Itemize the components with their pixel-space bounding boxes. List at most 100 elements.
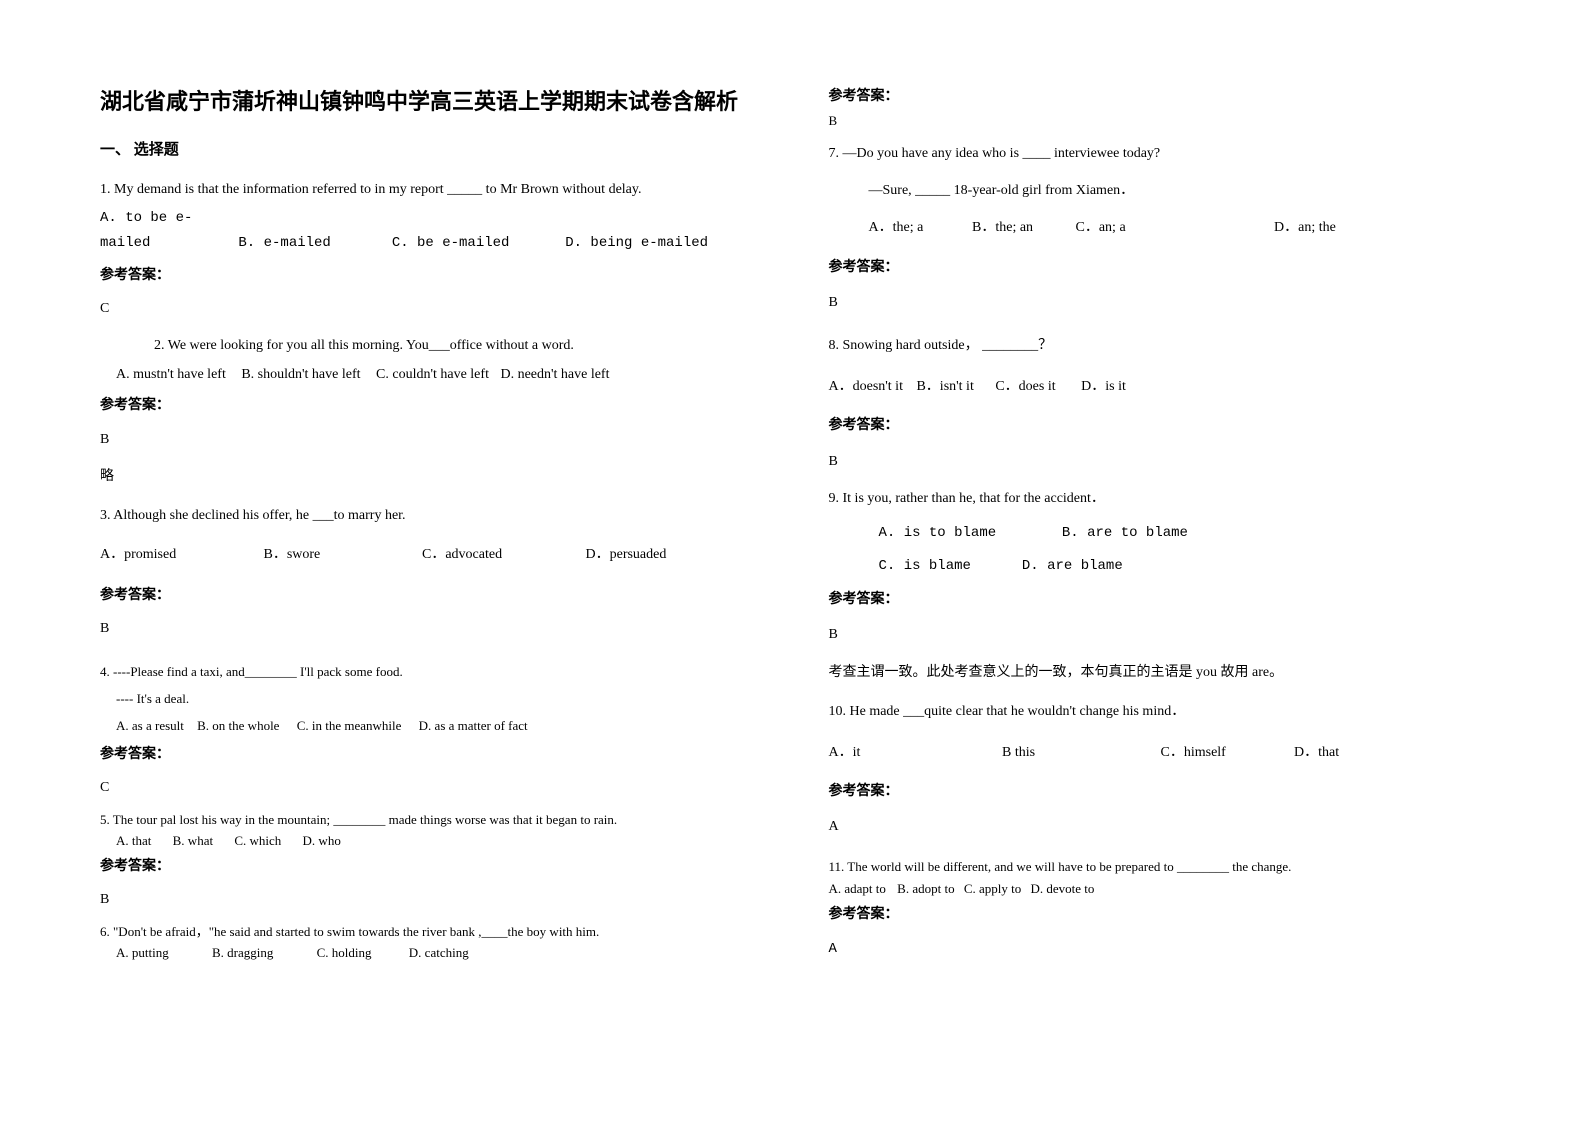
q7-answer-label: 参考答案： [829,255,1488,280]
q5-options: A. that B. what C. which D. who [100,833,759,850]
q6-options: A. putting B. dragging C. holding D. cat… [100,945,759,962]
q6-answer: B [829,113,1488,129]
q8-options: A．doesn't it B．isn't it C．does it D．is i… [829,374,1488,399]
q8-optB: B．isn't it [916,374,973,399]
q3-answer: B [100,616,759,641]
q6-optC: C. holding [317,945,372,962]
q3-options: A．promised B．swore C．advocated D．persuad… [100,542,759,567]
q11-answer-label: 参考答案： [829,902,1488,927]
q9-optC: C. is blame [879,554,1014,579]
q5-optD: D. who [303,833,341,850]
q11-optA: A. adapt to [829,880,886,898]
question-10: 10. He made ___quite clear that he would… [829,699,1488,840]
q10-answer-label: 参考答案： [829,779,1488,804]
q2-options: A. mustn't have left B. shouldn't have l… [100,362,759,387]
q1-optB: B. e-mailed [238,231,383,256]
q8-optC: C．does it [995,374,1055,399]
q2-optD: D. needn't have left [500,362,609,387]
q4-text: 4. ----Please find a taxi, and________ I… [100,660,759,683]
q1-options: A. to be e-mailed B. e-mailed C. be e-ma… [100,206,759,256]
q4-options: A. as a result B. on the whole C. in the… [100,714,759,737]
q3-optC: C．advocated [422,542,582,567]
q1-answer-label: 参考答案： [100,263,759,288]
q3-text: 3. Although she declined his offer, he _… [100,503,759,528]
q2-answer: B [100,427,759,452]
q5-optB: B. what [173,833,213,850]
q9-optB: B. are to blame [1062,521,1188,546]
doc-title: 湖北省咸宁市蒲圻神山镇钟鸣中学高三英语上学期期末试卷含解析 [100,85,759,118]
left-column: 湖北省咸宁市蒲圻神山镇钟鸣中学高三英语上学期期末试卷含解析 一、 选择题 1. … [100,85,759,1082]
q6-optB: B. dragging [212,945,273,962]
q10-optA: A．it [829,740,999,765]
q10-optB: B this [1002,740,1157,765]
q4-optC: C. in the meanwhile [297,714,402,737]
q6-optD: D. catching [409,945,469,962]
question-1: 1. My demand is that the information ref… [100,177,759,321]
q10-answer: A [829,814,1488,839]
q9-options-2: C. is blame D. are blame [829,554,1488,579]
q8-optA: A．doesn't it [829,374,903,399]
q7-text: 7. —Do you have any idea who is ____ int… [829,141,1488,166]
q3-optB: B．swore [264,542,419,567]
q1-answer: C [100,296,759,321]
q7-optB: B．the; an [972,215,1072,240]
question-5: 5. The tour pal lost his way in the moun… [100,812,759,912]
question-8: 8. Snowing hard outside， ________？ A．doe… [829,333,1488,474]
q2-optA: A. mustn't have left [116,362,226,387]
q11-optB: B. adopt to [897,880,954,898]
q9-text: 9. It is you, rather than he, that for t… [829,486,1488,511]
q5-answer: B [100,887,759,912]
q3-answer-label: 参考答案： [100,583,759,608]
q11-optD: D. devote to [1031,880,1095,898]
q4-answer-label: 参考答案： [100,742,759,767]
question-4: 4. ----Please find a taxi, and________ I… [100,660,759,801]
q9-answer: B [829,622,1488,647]
q9-answer-label: 参考答案： [829,587,1488,612]
q5-answer-label: 参考答案： [100,854,759,879]
question-3: 3. Although she declined his offer, he _… [100,503,759,642]
question-6: 6. "Don't be afraid，"he said and started… [100,924,759,962]
q4-optB: B. on the whole [197,714,279,737]
q2-optB: B. shouldn't have left [241,362,360,387]
q7-optD: D．an; the [1274,215,1336,240]
q9-options-1: A. is to blame B. are to blame [829,521,1488,546]
q8-answer-label: 参考答案： [829,413,1488,438]
q3-optD: D．persuaded [586,542,667,567]
q6-optA: A. putting [116,945,169,962]
section-header: 一、 选择题 [100,138,759,159]
q4-optD: D. as a matter of fact [419,714,528,737]
q1-optD: D. being e-mailed [565,231,708,256]
q8-answer: B [829,449,1488,474]
question-9: 9. It is you, rather than he, that for t… [829,486,1488,685]
q4-text2: ---- It's a deal. [100,687,759,710]
q7-options: A．the; a B．the; an C．an; a D．an; the [829,215,1488,240]
q7-optA: A．the; a [869,215,969,240]
q11-text: 11. The world will be different, and we … [829,858,1488,876]
q1-optA: A. to be e-mailed [100,206,230,256]
q9-explanation: 考查主谓一致。此处考查意义上的一致，本句真正的主语是 you 故用 are。 [829,660,1488,685]
q2-explanation: 略 [100,464,759,489]
q4-optA: A. as a result [116,714,184,737]
question-7: 7. —Do you have any idea who is ____ int… [829,141,1488,315]
right-column: 参考答案： B 7. —Do you have any idea who is … [829,85,1488,1082]
q8-text: 8. Snowing hard outside， ________？ [829,333,1488,358]
q11-optC: C. apply to [964,880,1021,898]
q8-optD: D．is it [1081,374,1126,399]
q9-optA: A. is to blame [879,521,1054,546]
q6-text: 6. "Don't be afraid，"he said and started… [100,924,759,941]
q3-optA: A．promised [100,542,260,567]
q10-text: 10. He made ___quite clear that he would… [829,699,1488,724]
q6-answer-label: 参考答案： [829,85,1488,105]
q1-optC: C. be e-mailed [392,231,557,256]
q4-answer: C [100,775,759,800]
q7-answer: B [829,290,1488,315]
q2-optC: C. couldn't have left [376,362,489,387]
q5-text: 5. The tour pal lost his way in the moun… [100,812,759,829]
question-2: 2. We were looking for you all this morn… [100,333,759,489]
q9-optD: D. are blame [1022,554,1123,579]
q1-text: 1. My demand is that the information ref… [100,177,759,202]
q2-answer-label: 参考答案： [100,393,759,418]
q10-optC: C．himself [1161,740,1291,765]
question-11: 11. The world will be different, and we … [829,858,1488,963]
q7-optC: C．an; a [1076,215,1271,240]
